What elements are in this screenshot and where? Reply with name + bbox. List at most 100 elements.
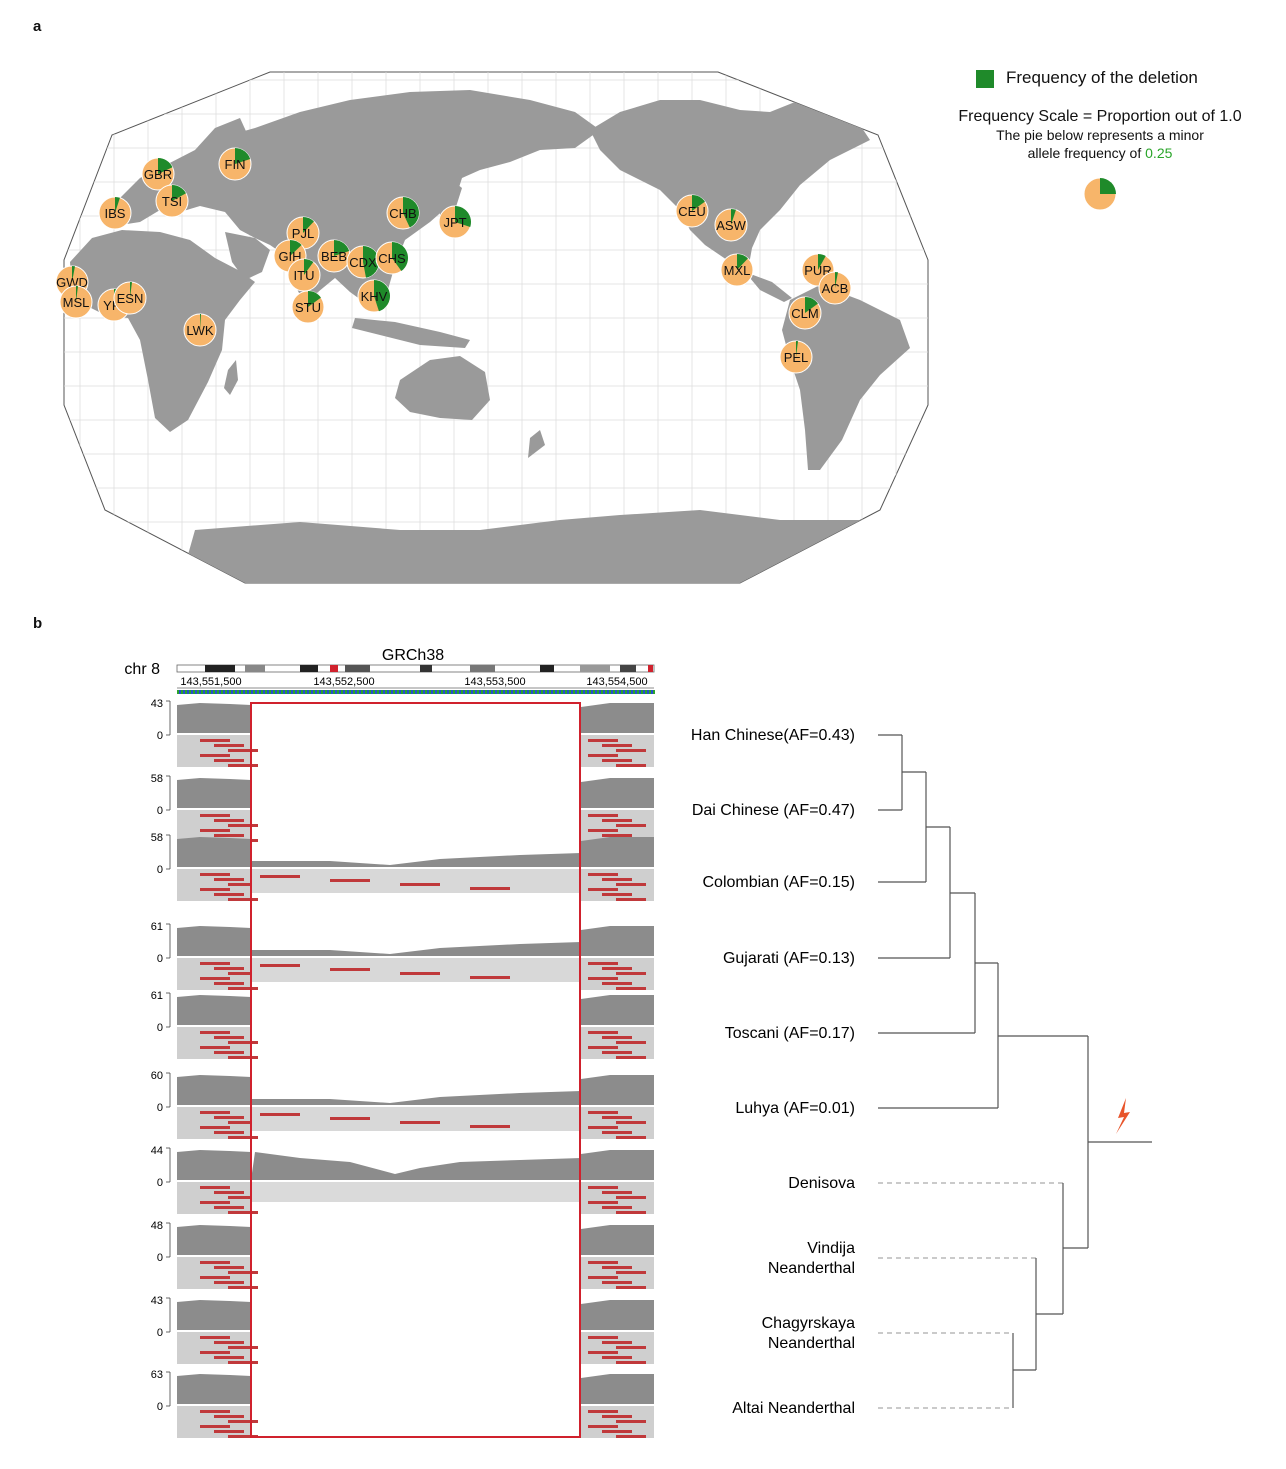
sequence-base — [521, 690, 523, 694]
sequence-base — [587, 690, 589, 694]
sequence-base — [225, 690, 227, 694]
sequence-base — [373, 690, 375, 694]
sequence-base — [215, 690, 217, 694]
sequence-base — [437, 690, 439, 694]
track-zero-label: 0 — [157, 1177, 163, 1189]
antarctica-landmass — [180, 510, 900, 583]
sequence-base — [627, 690, 629, 694]
sequence-base — [545, 690, 547, 694]
pie-label-ibs: IBS — [105, 206, 126, 221]
sequence-base — [319, 690, 321, 694]
tree-label: Vindija — [807, 1240, 855, 1257]
pie-stu: STU — [291, 290, 325, 324]
sequence-base — [631, 690, 633, 694]
igv-tracks: 43 0 58 0 58 0 61 0 61 0 60 0 44 0 48 0 43 0 63 0 — [151, 698, 654, 1438]
sequence-base — [487, 690, 489, 694]
sequence-base — [263, 690, 265, 694]
track-max-label: 60 — [151, 1070, 163, 1082]
sequence-base — [549, 690, 551, 694]
sequence-base — [415, 690, 417, 694]
sequence-base — [265, 690, 267, 694]
ideogram-band — [580, 665, 610, 672]
coverage-track: 61 0 — [151, 921, 654, 990]
arabia-landmass — [225, 232, 270, 280]
panel-b-label: b — [33, 615, 43, 632]
sequence-base — [579, 690, 581, 694]
sequence-base — [315, 690, 317, 694]
track-max-label: 61 — [151, 990, 163, 1002]
sequence-base — [619, 690, 621, 694]
legend-desc-2-text: allele frequency of — [1027, 145, 1142, 161]
sequence-base — [271, 690, 273, 694]
sequence-base — [471, 690, 473, 694]
pie-label-clm: CLM — [791, 306, 818, 321]
coverage-track: 43 0 — [151, 1295, 654, 1364]
sequence-base — [403, 690, 405, 694]
sequence-base — [341, 690, 343, 694]
sequence-base — [585, 690, 587, 694]
sequence-base — [615, 690, 617, 694]
scandinavia-landmass — [195, 118, 250, 172]
sequence-base — [495, 690, 497, 694]
sequence-base — [459, 690, 461, 694]
sequence-base — [353, 690, 355, 694]
legend-scale: Frequency Scale = Proportion out of 1.0 — [958, 108, 1242, 125]
tree-label: Gujarati (AF=0.13) — [723, 950, 855, 967]
sequence-base — [391, 690, 393, 694]
legend-desc-2: allele frequency of 0.25 — [940, 144, 1260, 162]
tree-label: Toscani (AF=0.17) — [725, 1025, 855, 1042]
track-max-label: 43 — [151, 698, 163, 710]
pie-gbr: GBR — [141, 157, 175, 191]
legend-swatch — [976, 70, 994, 88]
sequence-base — [313, 690, 315, 694]
sequence-base — [399, 690, 401, 694]
sequence-base — [601, 690, 603, 694]
ideogram-band — [648, 665, 653, 672]
sequence-base — [375, 690, 377, 694]
sequence-base — [489, 690, 491, 694]
sequence-base — [529, 690, 531, 694]
sequence-base — [603, 690, 605, 694]
pie-label-lwk: LWK — [186, 323, 214, 338]
sequence-base — [421, 690, 423, 694]
legend-example-value: 0.25 — [1145, 145, 1173, 161]
sequence-base — [191, 690, 193, 694]
sequence-base — [645, 690, 647, 694]
sequence-base — [629, 690, 631, 694]
sequence-base — [561, 690, 563, 694]
track-zero-label: 0 — [157, 953, 163, 965]
sequence-base — [281, 690, 283, 694]
sequence-base — [551, 690, 553, 694]
sequence-base — [499, 690, 501, 694]
coverage-track: 60 0 — [151, 1070, 654, 1139]
sequence-base — [609, 690, 611, 694]
pie-cdx: CDX — [346, 245, 380, 279]
sequence-base — [355, 690, 357, 694]
sequence-base — [467, 690, 469, 694]
sequence-base — [539, 690, 541, 694]
pie-label-jpt: JPT — [443, 215, 466, 230]
sequence-base — [227, 690, 229, 694]
sequence-base — [219, 690, 221, 694]
sequence-base — [527, 690, 529, 694]
pie-label-msl: MSL — [63, 295, 90, 310]
sequence-base — [305, 690, 307, 694]
pie-chb: CHB — [386, 196, 420, 230]
sequence-base — [547, 690, 549, 694]
sequence-base — [543, 690, 545, 694]
sequence-base — [203, 690, 205, 694]
tree-label: Denisova — [788, 1175, 855, 1192]
coverage-track: 43 0 — [151, 698, 654, 767]
australia-landmass — [395, 356, 490, 420]
sequence-base — [503, 690, 505, 694]
sequence-base — [537, 690, 539, 694]
pie-label-pjl: PJL — [292, 226, 314, 241]
sequence-base — [239, 690, 241, 694]
sequence-base — [317, 690, 319, 694]
tree-label: Neanderthal — [768, 1335, 855, 1352]
coverage-track: 61 0 — [151, 990, 654, 1059]
sequence-base — [475, 690, 477, 694]
sequence-base — [465, 690, 467, 694]
sequence-base — [345, 690, 347, 694]
sequence-base — [347, 690, 349, 694]
